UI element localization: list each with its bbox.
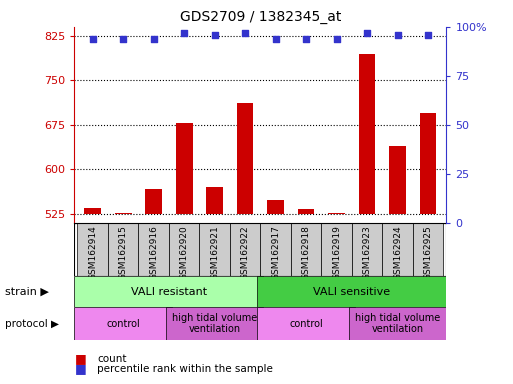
Bar (74, 276, 263, 307)
Point (180, 30, 188, 36)
Bar (169, 223, 200, 276)
Bar (413, 223, 443, 276)
Bar (139, 223, 169, 276)
Bar (328, 213, 345, 214)
Text: GSM162914: GSM162914 (88, 225, 97, 280)
Point (119, 36, 127, 42)
Point (271, 36, 280, 42)
Text: GSM162915: GSM162915 (119, 225, 128, 280)
Bar (176, 123, 192, 214)
Bar (145, 189, 162, 214)
Bar (349, 307, 446, 340)
Text: GSM162919: GSM162919 (332, 225, 341, 280)
Point (393, 31, 402, 38)
Bar (77, 223, 108, 276)
Bar (298, 209, 314, 214)
Bar (84, 208, 101, 214)
Point (302, 36, 310, 42)
Point (89, 36, 97, 42)
Bar (115, 213, 131, 214)
Text: GSM162921: GSM162921 (210, 225, 219, 280)
Text: GSM162923: GSM162923 (363, 225, 371, 280)
Text: GSM162922: GSM162922 (241, 225, 250, 280)
Bar (321, 223, 352, 276)
Point (210, 31, 219, 38)
Bar (291, 223, 321, 276)
Text: percentile rank within the sample: percentile rank within the sample (97, 364, 273, 374)
Bar (359, 54, 376, 214)
Bar (236, 103, 253, 214)
Text: GSM162918: GSM162918 (302, 225, 310, 280)
Text: GSM162917: GSM162917 (271, 225, 280, 280)
Text: control: control (289, 318, 323, 329)
Text: GSM162924: GSM162924 (393, 225, 402, 280)
Bar (200, 223, 230, 276)
Point (363, 30, 371, 36)
Bar (230, 223, 261, 276)
Text: GSM162925: GSM162925 (424, 225, 432, 280)
Bar (206, 187, 223, 214)
Bar (267, 200, 284, 214)
Text: control: control (106, 318, 140, 329)
Bar (261, 223, 291, 276)
Text: ■: ■ (74, 353, 86, 366)
Point (150, 36, 158, 42)
Bar (258, 307, 355, 340)
Text: GSM162920: GSM162920 (180, 225, 189, 280)
Text: VALI sensitive: VALI sensitive (313, 287, 390, 297)
Bar (108, 223, 139, 276)
Text: count: count (97, 354, 127, 364)
Text: ■: ■ (74, 362, 86, 375)
Bar (420, 113, 437, 214)
Text: GSM162916: GSM162916 (149, 225, 158, 280)
Bar (74, 307, 172, 340)
Title: GDS2709 / 1382345_at: GDS2709 / 1382345_at (180, 10, 341, 25)
Bar (382, 223, 413, 276)
Bar (389, 146, 406, 214)
Text: high tidal volume
ventilation: high tidal volume ventilation (172, 313, 257, 334)
Point (241, 30, 249, 36)
Point (332, 36, 341, 42)
Bar (352, 223, 382, 276)
Point (424, 31, 432, 38)
Bar (166, 307, 263, 340)
Text: high tidal volume
ventilation: high tidal volume ventilation (355, 313, 440, 334)
Bar (258, 276, 446, 307)
Text: strain ▶: strain ▶ (5, 287, 49, 297)
Text: protocol ▶: protocol ▶ (5, 318, 59, 329)
Text: VALI resistant: VALI resistant (131, 287, 207, 297)
